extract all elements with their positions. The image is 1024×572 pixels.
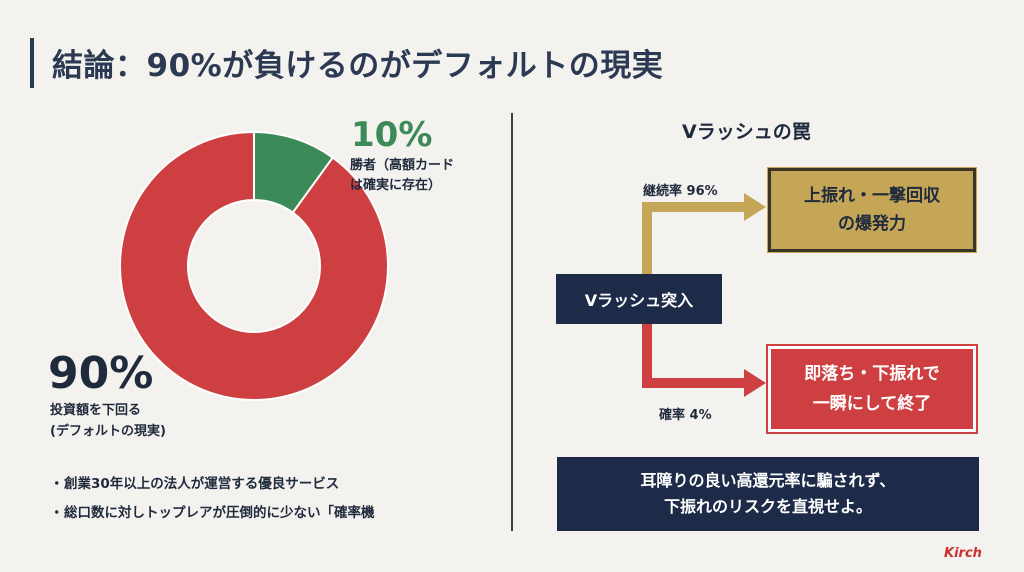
upside-line2: の爆発力 bbox=[838, 214, 906, 234]
bullet-item: ・総口数に対しトップレアが圧倒的に少ない「確率機 bbox=[50, 505, 375, 521]
warning-line1: 耳障りの良い高還元率に騙されず、 bbox=[640, 471, 896, 490]
drop-rate-label: 確率 4% bbox=[659, 408, 712, 423]
down-arrowhead bbox=[744, 369, 766, 397]
v-rush-title: Vラッシュの罠 bbox=[682, 121, 811, 143]
upside-box: 上振れ・一撃回収 の爆発力 bbox=[767, 167, 977, 253]
loser-percentage: 90% bbox=[48, 348, 154, 399]
warning-box: 耳障りの良い高還元率に騙されず、 下振れのリスクを直視せよ。 bbox=[557, 457, 979, 531]
winner-percentage: 10% bbox=[351, 115, 433, 155]
downside-line2: 一瞬にして終了 bbox=[812, 394, 932, 414]
downside-box: 即落ち・下振れで 一瞬にして終了 bbox=[766, 344, 978, 434]
winner-label: 勝者（高額カード は確実に存在） bbox=[350, 156, 490, 196]
donut-slice-1 bbox=[119, 130, 389, 401]
upside-line1: 上振れ・一撃回収 bbox=[804, 186, 940, 206]
bullet-item: ・創業30年以上の法人が運営する優良サービス bbox=[50, 476, 340, 492]
winner-label-line2: は確実に存在） bbox=[350, 178, 442, 193]
loser-label-line1: 投資額を下回る bbox=[50, 403, 142, 418]
up-arrowhead bbox=[744, 193, 766, 221]
donut-chart bbox=[119, 130, 389, 401]
bullet-list: ・創業30年以上の法人が運営する優良サービス ・総口数に対しトップレアが圧倒的に… bbox=[50, 470, 375, 528]
down-arrow-shaft bbox=[642, 324, 746, 388]
warning-line2: 下振れのリスクを直視せよ。 bbox=[663, 497, 872, 516]
loser-label: 投資額を下回る (デフォルトの現実) bbox=[50, 400, 250, 442]
page-title: 結論：90%が負けるのがデフォルトの現実 bbox=[52, 48, 664, 84]
bullet-text: 創業30年以上の法人が運営する優良サービス bbox=[64, 476, 340, 492]
v-rush-entry-box: Vラッシュ突入 bbox=[556, 274, 722, 324]
title-accent-bar bbox=[30, 38, 34, 88]
continue-rate-label: 継続率 96% bbox=[643, 184, 718, 199]
brand-logo: Kirch bbox=[944, 546, 982, 561]
loser-label-line2: (デフォルトの現実) bbox=[50, 424, 166, 439]
up-arrow-shaft bbox=[642, 202, 746, 274]
section-divider bbox=[511, 113, 513, 531]
bullet-text: 総口数に対しトップレアが圧倒的に少ない「確率機 bbox=[64, 505, 375, 521]
winner-label-line1: 勝者（高額カード bbox=[350, 158, 455, 173]
downside-line1: 即落ち・下振れで bbox=[804, 364, 940, 384]
